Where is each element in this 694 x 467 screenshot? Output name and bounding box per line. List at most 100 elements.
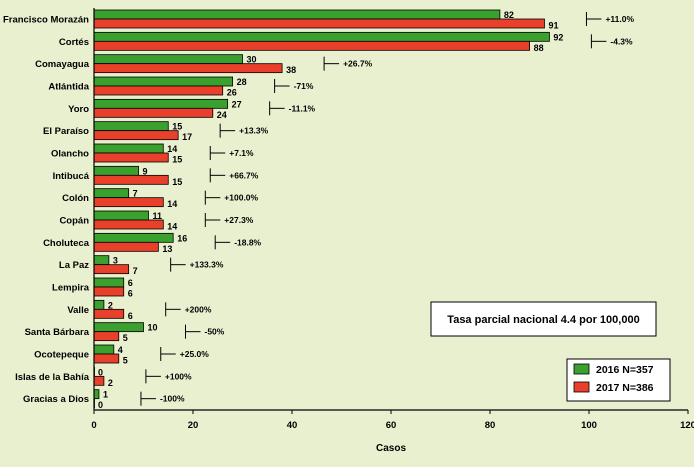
bar-2016: [93, 299, 105, 310]
bar-2016: [93, 31, 550, 42]
x-tick-label: 80: [485, 420, 496, 431]
category-label: Yoro: [68, 104, 89, 115]
category-label: Cortés: [59, 37, 89, 48]
bar-2016: [93, 210, 149, 221]
bar-2016: [93, 165, 139, 176]
value-label: 5: [123, 333, 128, 343]
value-label: 10: [148, 323, 158, 333]
change-label: +100.0%: [224, 193, 258, 203]
change-label: -71%: [294, 81, 314, 91]
bar-2016: [93, 76, 234, 87]
value-label: 15: [172, 177, 182, 187]
value-label: 6: [128, 278, 133, 288]
value-label: 24: [217, 110, 227, 120]
change-label: +7.1%: [229, 148, 254, 158]
bar-2017: [93, 63, 283, 74]
bar-2017: [93, 331, 120, 342]
bar-2016: [93, 344, 115, 355]
value-label: 91: [548, 21, 558, 31]
value-label: 26: [227, 88, 237, 98]
category-label: Colón: [62, 193, 89, 204]
value-label: 27: [232, 99, 242, 109]
category-label: Francisco Morazán: [3, 15, 89, 26]
bar-2016: [93, 389, 100, 400]
value-label: 82: [504, 10, 514, 20]
x-tick-label: 120: [680, 420, 694, 431]
value-label: 17: [182, 132, 192, 142]
category-label: La Paz: [59, 260, 89, 271]
change-label: -18.8%: [234, 237, 261, 247]
bar-2016: [93, 143, 164, 154]
bar-2017: [93, 18, 545, 29]
value-label: 13: [162, 244, 172, 254]
change-label: +13.3%: [239, 126, 269, 136]
bar-2016: [93, 322, 144, 333]
value-label: 14: [167, 222, 177, 232]
change-label: +200%: [185, 304, 212, 314]
change-label: +100%: [165, 371, 192, 381]
category-label: Olancho: [51, 149, 89, 160]
bar-2017: [93, 375, 105, 386]
category-label: Santa Bárbara: [25, 327, 90, 338]
value-label: 3: [113, 256, 118, 266]
category-label: Ocotepeque: [34, 350, 89, 361]
legend-label: 2017 N=386: [596, 382, 654, 394]
change-label: +27.3%: [224, 215, 254, 225]
change-label: -4.3%: [610, 36, 633, 46]
legend-swatch: [573, 381, 590, 393]
bar-2016: [93, 255, 110, 266]
value-label: 15: [172, 155, 182, 165]
bar-2016: [93, 232, 174, 243]
x-axis-title: Casos: [376, 443, 406, 454]
x-tick-label: 40: [287, 420, 298, 431]
change-label: +66.7%: [229, 170, 259, 180]
value-label: 1: [103, 390, 108, 400]
legend-label: 2016 N=357: [596, 364, 654, 376]
bar-2017: [93, 308, 125, 319]
bar-2017: [93, 286, 125, 297]
value-label: 9: [143, 166, 148, 176]
bar-2016: [93, 98, 229, 109]
bar-2016: [93, 121, 169, 132]
change-label: +133.3%: [190, 260, 224, 270]
value-label: 28: [237, 77, 247, 87]
bar-2017: [93, 197, 164, 208]
x-tick-label: 100: [581, 420, 597, 431]
x-tick-label: 0: [91, 420, 96, 431]
value-label: 16: [177, 233, 187, 243]
value-label: 92: [553, 32, 563, 42]
annotation-box: [430, 301, 657, 337]
value-label: 5: [123, 356, 128, 366]
category-label: Lempira: [52, 283, 90, 294]
legend-swatch: [573, 363, 590, 375]
change-label: +25.0%: [180, 349, 210, 359]
category-label: Choluteca: [43, 238, 90, 249]
bar-2016: [93, 9, 501, 20]
bar-2016: [93, 54, 243, 65]
bar-2017: [93, 219, 164, 230]
change-label: +11.0%: [605, 14, 634, 24]
category-label: El Paraíso: [43, 126, 89, 137]
category-label: Islas de la Bahía: [15, 372, 90, 383]
x-tick-label: 20: [188, 420, 199, 431]
value-label: 11: [152, 211, 162, 221]
value-label: 2: [108, 378, 113, 388]
value-label: 7: [133, 266, 138, 276]
value-label: 0: [98, 367, 103, 377]
value-label: 88: [534, 43, 544, 53]
bar-2016: [93, 277, 125, 288]
change-label: +26.7%: [343, 59, 373, 69]
category-label: Gracias a Dios: [23, 394, 89, 405]
bar-2017: [93, 264, 130, 275]
bar-2017: [93, 40, 531, 51]
bar-2017: [93, 107, 214, 118]
bar-2017: [93, 353, 120, 364]
change-label: -11.1%: [289, 103, 316, 113]
change-label: -100%: [160, 394, 185, 404]
bar-2017: [93, 130, 179, 141]
value-label: 0: [98, 400, 103, 410]
bar-2017: [93, 174, 169, 185]
value-label: 6: [128, 311, 133, 321]
